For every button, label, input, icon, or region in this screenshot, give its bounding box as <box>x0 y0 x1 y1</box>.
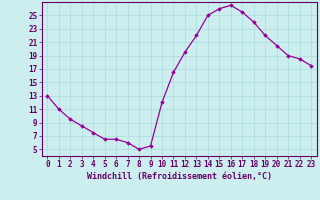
X-axis label: Windchill (Refroidissement éolien,°C): Windchill (Refroidissement éolien,°C) <box>87 172 272 181</box>
